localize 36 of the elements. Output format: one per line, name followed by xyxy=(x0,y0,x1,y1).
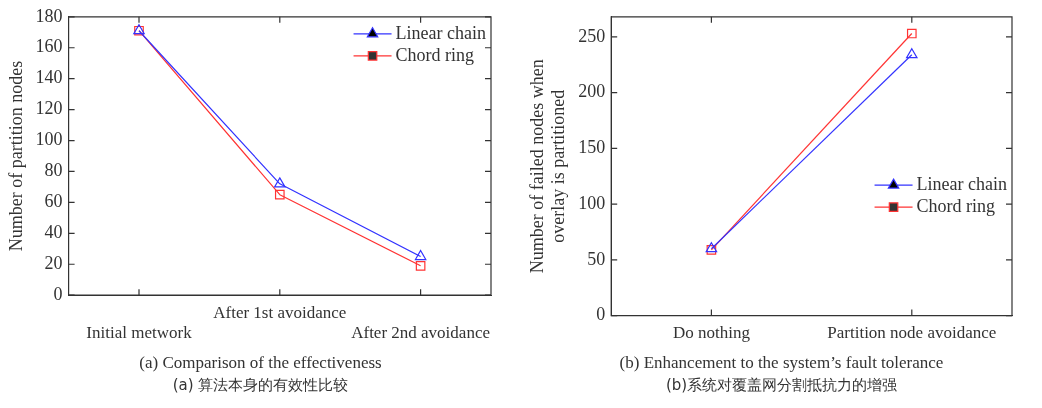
point xyxy=(415,260,426,271)
text: (b) Enhancement to the system’s fault tolerance xyxy=(619,352,944,374)
y-tick-label: 150 xyxy=(578,137,606,158)
y-axis-title: Number of partition nodes xyxy=(5,60,26,252)
y-tick-label: 250 xyxy=(578,25,606,46)
x-tick-label: Initial metwork xyxy=(86,323,193,343)
y-tick-label: 120 xyxy=(35,98,63,119)
y-tick-label: 0 xyxy=(53,283,63,304)
x-tick-label: Do nothing xyxy=(672,323,751,343)
y-tick-label: 180 xyxy=(35,5,63,26)
y-tick-label: 140 xyxy=(35,67,63,88)
y-tick-label: 80 xyxy=(44,160,63,181)
y-tick-label: 100 xyxy=(578,192,606,213)
y-tick-label: 50 xyxy=(587,248,606,269)
y-tick-label: 100 xyxy=(35,129,63,150)
x-tick-label: Partition node avoidance xyxy=(827,323,997,343)
text: (a) Comparison of the effectiveness xyxy=(139,352,382,374)
legend-label: Linear chain xyxy=(916,173,1007,194)
legend-label: Chord ring xyxy=(395,44,475,65)
x-tick-label: After 1st avoidance xyxy=(213,302,347,322)
legend-label: Chord ring xyxy=(916,195,996,216)
y-axis-title: Number of failed nodes when overlay is partitioned xyxy=(526,59,569,274)
point xyxy=(414,249,427,261)
point xyxy=(274,177,286,188)
legend-label: Linear chain xyxy=(395,22,486,43)
y-tick-label: 200 xyxy=(578,81,606,102)
x-tick-label: After 2nd avoidance xyxy=(351,323,490,343)
y-tick-label: 20 xyxy=(44,253,63,273)
text: (b)系统对覆盖网分割抵抗力的增强 xyxy=(665,375,898,396)
text: (a) 算法本身的有效性比较 xyxy=(172,375,349,396)
y-tick-label: 0 xyxy=(596,304,606,325)
y-tick-label: 60 xyxy=(44,191,63,212)
y-tick-label: 160 xyxy=(35,36,63,57)
point xyxy=(274,189,285,200)
y-tick-label: 40 xyxy=(44,222,63,243)
point xyxy=(906,28,917,39)
